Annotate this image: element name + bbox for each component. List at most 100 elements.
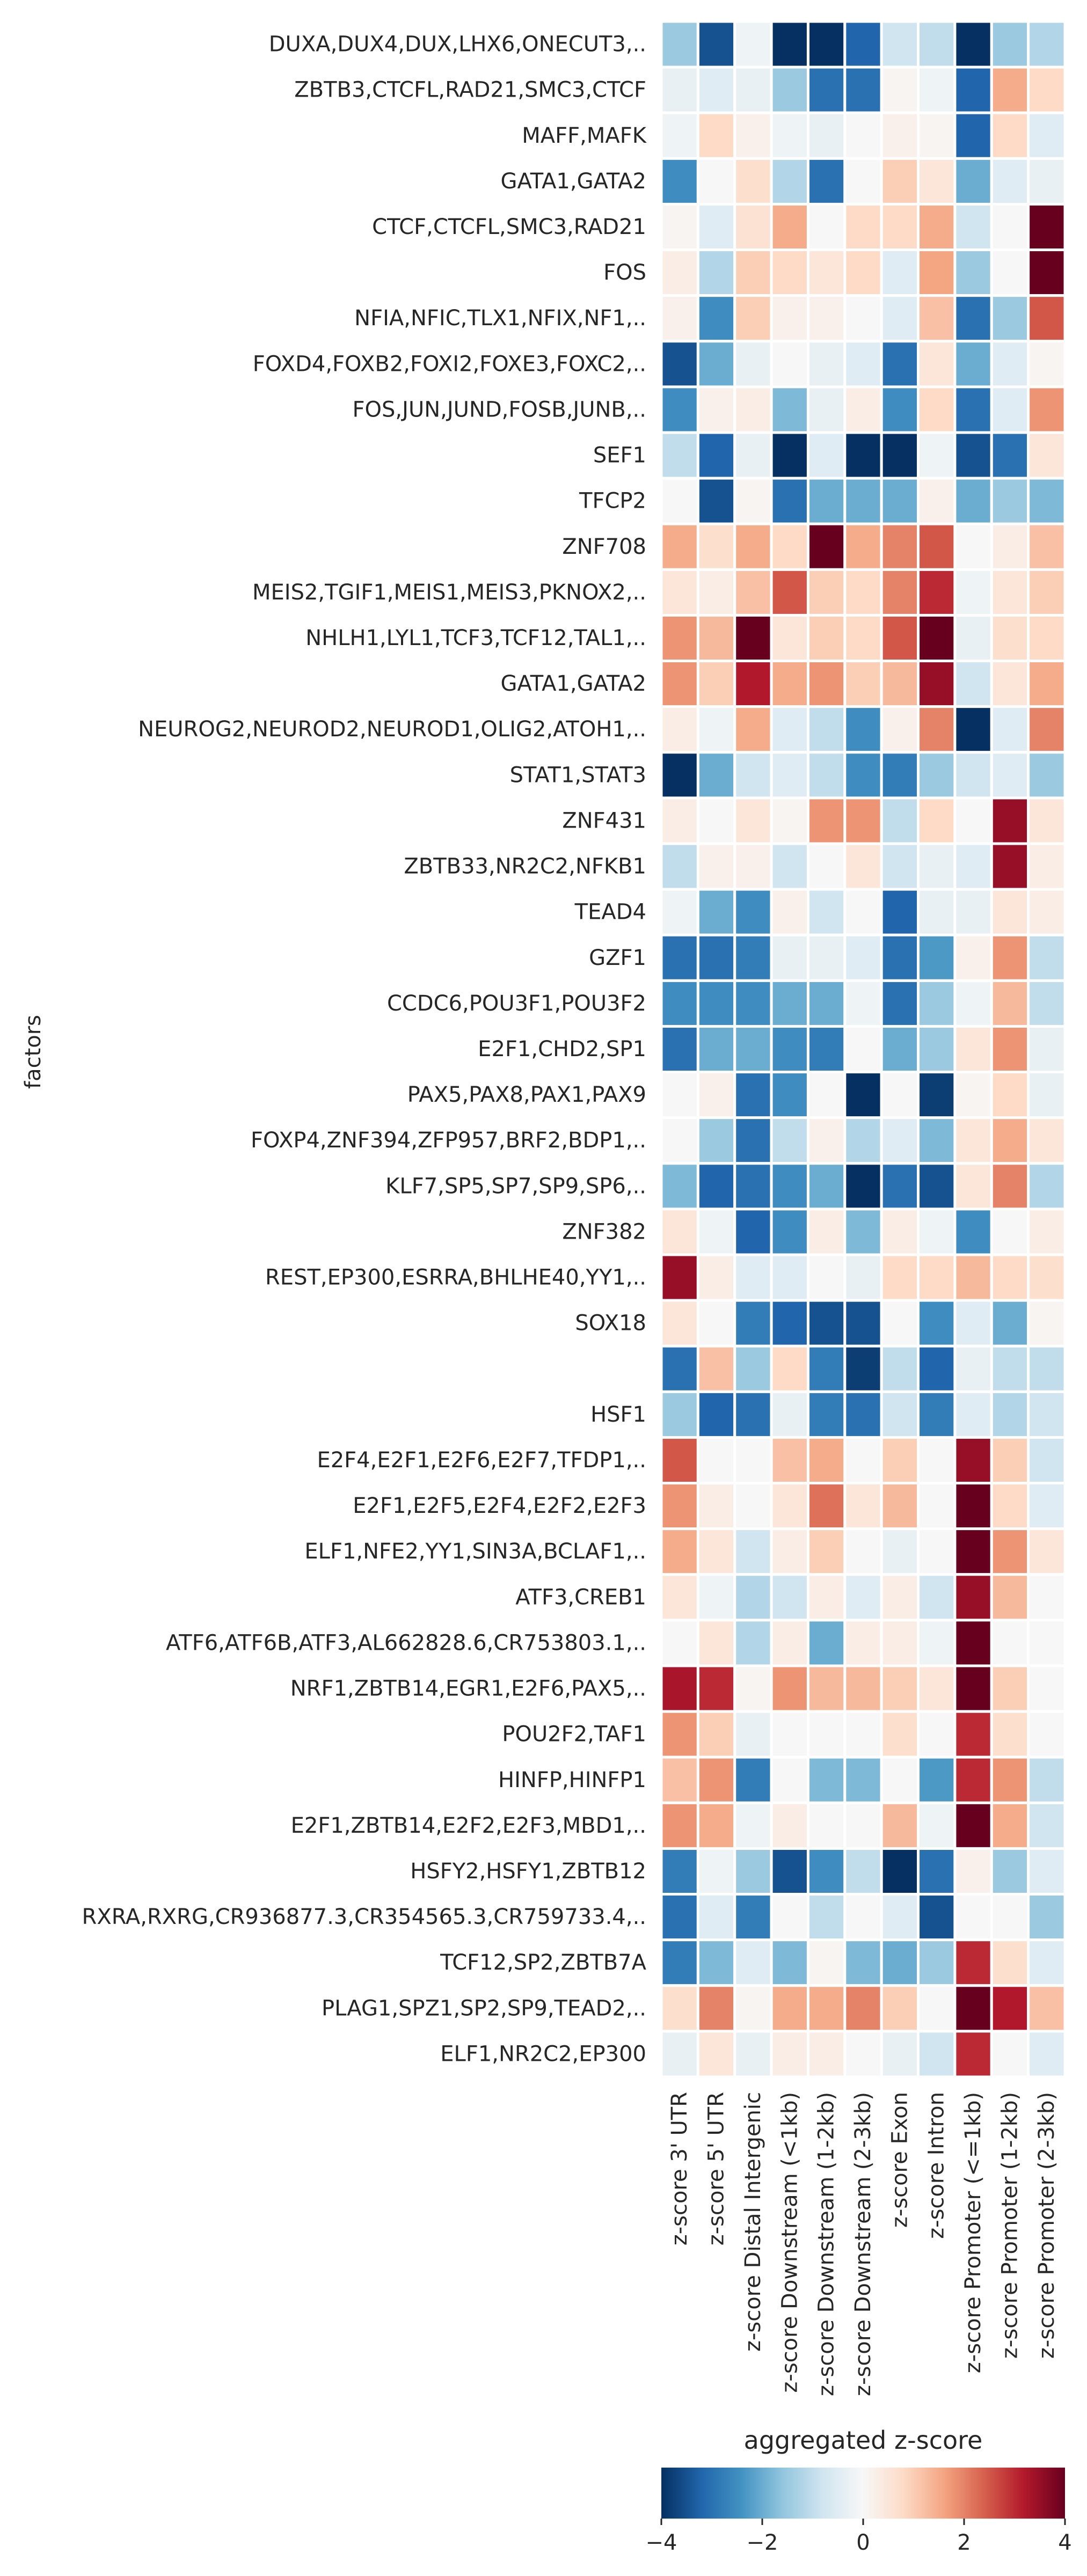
heatmap-cell — [880, 751, 920, 800]
heatmap-cell — [733, 1299, 773, 1348]
heatmap-cell — [806, 340, 847, 389]
heatmap-cell — [917, 2030, 957, 2079]
heatmap-cell — [1027, 842, 1067, 891]
heatmap-cell — [770, 1664, 809, 1713]
heatmap-cell — [880, 933, 920, 982]
heatmap-cell — [770, 20, 809, 69]
heatmap-cell — [770, 157, 809, 206]
heatmap-cell — [733, 1984, 773, 2033]
heatmap-cell — [770, 294, 809, 343]
row-label: NFIA,NFIC,TLX1,NFIX,NF1,.. — [354, 306, 646, 331]
row-label: HSF1 — [590, 1402, 646, 1427]
heatmap-cell — [953, 888, 993, 936]
heatmap-cell — [843, 888, 883, 936]
heatmap-cell — [843, 1299, 883, 1348]
heatmap-cell — [696, 248, 736, 297]
heatmap-cell — [660, 1482, 699, 1531]
heatmap-cell — [1027, 1208, 1067, 1256]
heatmap-cell — [696, 1436, 736, 1485]
heatmap-cell — [696, 20, 736, 69]
heatmap-cell — [880, 888, 920, 936]
heatmap-cell — [770, 477, 809, 525]
heatmap-cell — [806, 1116, 847, 1165]
heatmap-cell — [770, 1938, 809, 1987]
heatmap-cell — [953, 842, 993, 891]
heatmap-cell — [953, 1573, 993, 1622]
heatmap-cell — [843, 157, 883, 206]
heatmap-cell — [696, 1893, 736, 1942]
heatmap-cell — [733, 111, 773, 160]
heatmap-cell — [696, 1755, 736, 1804]
heatmap-cell — [696, 1482, 736, 1531]
heatmap-cell — [660, 1024, 699, 1074]
row-label: HINFP,HINFP1 — [498, 1768, 646, 1792]
heatmap-cell — [733, 1436, 773, 1485]
heatmap-cell — [953, 1984, 993, 2033]
heatmap-cell — [843, 522, 883, 571]
heatmap-cell — [843, 20, 883, 69]
heatmap-cell — [917, 1162, 957, 1211]
heatmap-cell — [917, 660, 957, 708]
heatmap-cell — [843, 1208, 883, 1256]
heatmap-cell — [770, 1116, 809, 1165]
heatmap-cell — [843, 751, 883, 800]
heatmap-cell — [990, 1619, 1030, 1667]
heatmap-cell — [1027, 660, 1067, 708]
heatmap-cell — [733, 1208, 773, 1256]
heatmap-cell — [696, 751, 736, 800]
heatmap-cell — [696, 1344, 736, 1393]
heatmap-cell — [843, 1938, 883, 1987]
colorbar-tick-label: 2 — [957, 2530, 971, 2555]
heatmap-cell — [1027, 202, 1067, 252]
column-label: z-score Downstream (2-3kb) — [851, 2092, 876, 2396]
colorbar-tick-label: 4 — [1058, 2530, 1071, 2555]
heatmap-cell — [733, 1390, 773, 1439]
row-label: MEIS2,TGIF1,MEIS1,MEIS3,PKNOX2,.. — [252, 580, 646, 605]
heatmap-cell — [953, 1619, 993, 1667]
heatmap-cell — [770, 202, 809, 252]
heatmap-cell — [1027, 1573, 1067, 1622]
heatmap-cell — [917, 157, 957, 206]
heatmap-cell — [770, 1390, 809, 1439]
heatmap-cell — [990, 751, 1030, 800]
heatmap-cell — [660, 2030, 699, 2079]
heatmap-cell — [696, 1664, 736, 1713]
heatmap-cell — [917, 1024, 957, 1074]
heatmap-cell — [733, 2030, 773, 2079]
heatmap-cell — [953, 248, 993, 297]
heatmap-cell — [880, 842, 920, 891]
column-labels: z-score 3' UTR z-score 5' UTR z-score Dist… — [667, 2092, 1059, 2396]
heatmap-cell — [917, 613, 957, 663]
heatmap-cell — [953, 1024, 993, 1074]
heatmap-cell — [770, 1253, 809, 1302]
heatmap-cell — [917, 933, 957, 982]
heatmap-cell — [953, 1071, 993, 1119]
heatmap-cell — [696, 1253, 736, 1302]
heatmap-cell — [917, 1755, 957, 1804]
colorbar-tick-label: 0 — [856, 2530, 870, 2555]
heatmap-cell — [806, 1208, 847, 1256]
colorbar-gradient — [661, 2468, 1065, 2519]
row-label: FOXP4,ZNF394,ZFP957,BRF2,BDP1,.. — [251, 1128, 646, 1153]
heatmap-cell — [806, 20, 847, 69]
heatmap-cell — [917, 1482, 957, 1531]
heatmap-cell — [660, 522, 699, 571]
heatmap-cell — [770, 111, 809, 160]
heatmap-cell — [990, 1847, 1030, 1896]
heatmap-cell — [660, 157, 699, 206]
heatmap-cell — [990, 522, 1030, 571]
heatmap-cell — [1027, 1984, 1067, 2033]
heatmap-cell — [1027, 385, 1067, 434]
heatmap-cell — [843, 1390, 883, 1439]
heatmap-cell — [990, 796, 1030, 845]
heatmap-cell — [806, 1893, 847, 1942]
heatmap-cell — [880, 1344, 920, 1393]
heatmap-cell — [1027, 568, 1067, 617]
heatmap-cell — [953, 705, 993, 754]
heatmap-cell — [953, 1664, 993, 1713]
row-label: NRF1,ZBTB14,EGR1,E2F6,PAX5,.. — [290, 1677, 646, 1701]
heatmap-cell — [733, 294, 773, 343]
heatmap-cell — [880, 477, 920, 525]
heatmap-cell — [696, 1619, 736, 1667]
heatmap-cell — [696, 1847, 736, 1896]
